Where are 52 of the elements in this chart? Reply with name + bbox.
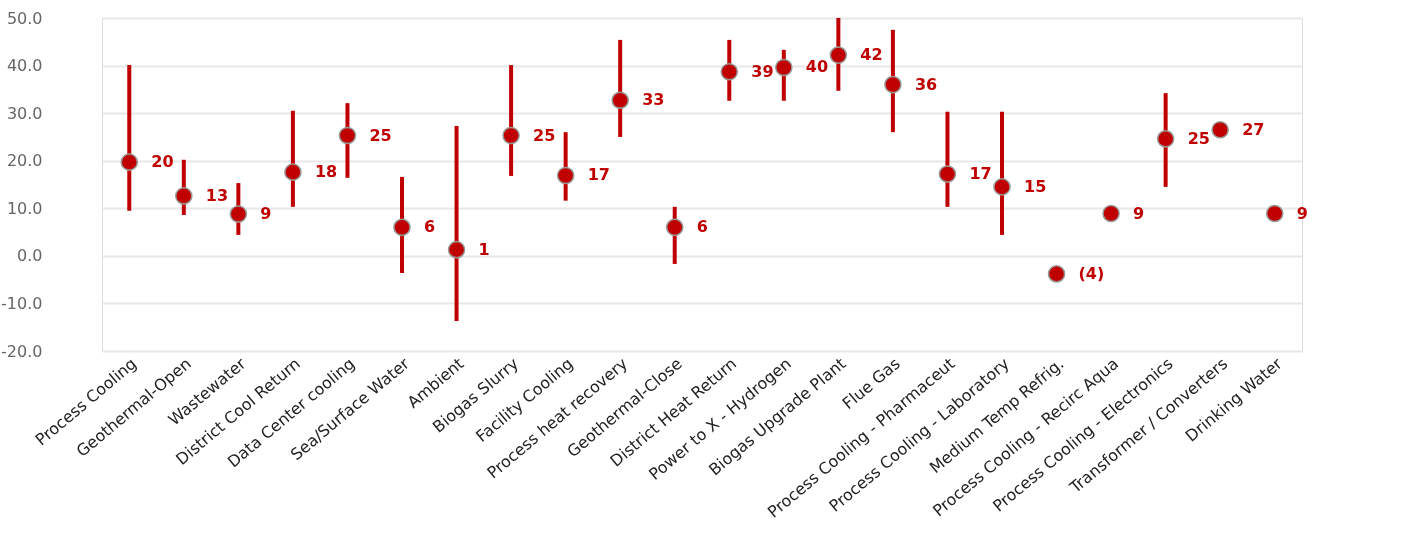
y-tick-label: 30.0 bbox=[6, 103, 43, 123]
point bbox=[775, 58, 793, 77]
data-label: 13 bbox=[205, 185, 229, 205]
y-tick-label: 10.0 bbox=[6, 198, 43, 218]
data-label: 6 bbox=[696, 217, 708, 237]
point bbox=[556, 166, 575, 185]
y-tick-label: -20.0 bbox=[1, 341, 43, 361]
data-label: 36 bbox=[914, 74, 938, 94]
data-label: 39 bbox=[751, 61, 774, 81]
y-tick-label: -10.0 bbox=[1, 293, 43, 313]
point bbox=[229, 205, 248, 223]
data-label: 33 bbox=[642, 90, 665, 110]
data-label: 40 bbox=[805, 57, 829, 77]
point bbox=[1102, 204, 1120, 223]
point bbox=[993, 178, 1011, 196]
y-tick-label: 40.0 bbox=[6, 56, 43, 76]
point bbox=[1211, 121, 1229, 139]
point bbox=[665, 218, 684, 237]
point bbox=[284, 163, 302, 181]
point bbox=[829, 46, 848, 64]
point bbox=[720, 62, 739, 81]
y-tick-label: 50.0 bbox=[6, 8, 43, 28]
data-label: 25 bbox=[1187, 128, 1210, 148]
point bbox=[120, 153, 139, 171]
data-label: 1 bbox=[478, 239, 490, 259]
point bbox=[1265, 204, 1284, 223]
data-label: (4) bbox=[1078, 263, 1105, 283]
data-label: 9 bbox=[1296, 203, 1308, 223]
point bbox=[338, 126, 357, 145]
point bbox=[938, 165, 957, 183]
data-label: 42 bbox=[860, 45, 883, 65]
data-label: 20 bbox=[151, 152, 174, 172]
data-label: 27 bbox=[1242, 119, 1265, 139]
data-label: 15 bbox=[1024, 176, 1047, 196]
point bbox=[447, 240, 466, 259]
y-tick-label: 20.0 bbox=[6, 151, 43, 171]
point bbox=[393, 218, 411, 237]
data-label: 6 bbox=[424, 217, 436, 237]
data-label: 17 bbox=[969, 164, 992, 184]
data-label: 25 bbox=[533, 125, 556, 145]
point bbox=[884, 75, 902, 94]
y-tick-label: 0.0 bbox=[17, 246, 43, 266]
point bbox=[1156, 130, 1175, 148]
data-label: 17 bbox=[587, 165, 610, 185]
point bbox=[611, 91, 629, 110]
data-label: 9 bbox=[260, 203, 272, 223]
data-label: 25 bbox=[369, 125, 392, 145]
point bbox=[1047, 265, 1066, 283]
point bbox=[502, 126, 520, 145]
point bbox=[175, 187, 193, 205]
data-label: 9 bbox=[1133, 203, 1145, 223]
data-label: 18 bbox=[314, 162, 338, 182]
